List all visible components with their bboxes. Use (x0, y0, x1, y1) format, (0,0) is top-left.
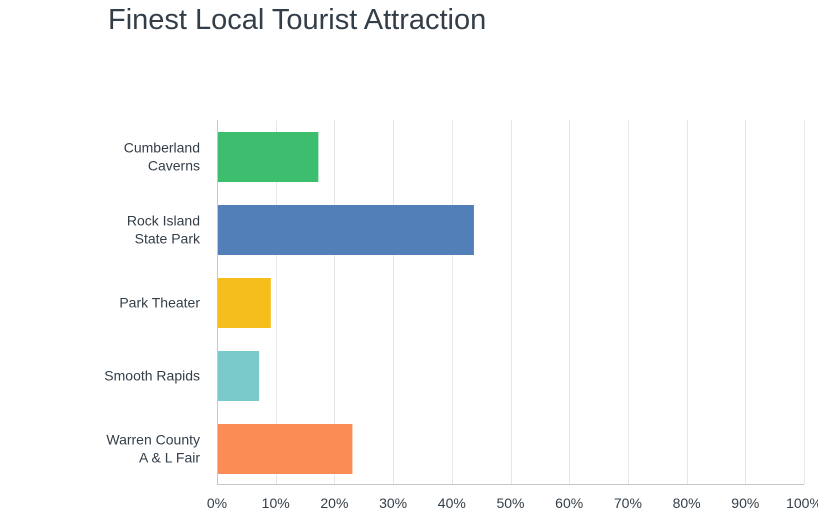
category-label-2-0: Park Theater (119, 295, 200, 311)
category-label-4-1: A & L Fair (139, 450, 200, 466)
bar-0 (218, 132, 319, 182)
x-tick-label-10: 10% (262, 495, 290, 511)
x-tick-label-50: 50% (496, 495, 524, 511)
bar-3 (218, 351, 260, 401)
category-label-1-1: State Park (135, 231, 201, 247)
chart-title: Finest Local Tourist Attraction (108, 4, 487, 36)
x-tick-label-30: 30% (379, 495, 407, 511)
x-tick-label-60: 60% (555, 495, 583, 511)
x-tick-label-80: 80% (673, 495, 701, 511)
category-label-4-0: Warren County (106, 432, 200, 448)
bar-2 (218, 278, 271, 328)
category-label-3-0: Smooth Rapids (104, 368, 200, 384)
x-tick-label-70: 70% (614, 495, 642, 511)
bar-1 (218, 205, 474, 255)
x-tick-label-90: 90% (731, 495, 759, 511)
category-label-0-1: Caverns (148, 158, 200, 174)
x-tick-label-40: 40% (438, 495, 466, 511)
x-tick-label-0: 0% (207, 495, 227, 511)
x-tick-label-100: 100% (786, 495, 818, 511)
gridlines (276, 120, 805, 484)
category-labels: Cumberland Caverns Rock Island State Park Pa… (104, 140, 201, 466)
category-label-0-0: Cumberland (124, 140, 200, 156)
x-tick-label-20: 20% (320, 495, 348, 511)
tick-labels: 0% 10% 20% 30% 40% 50% 60% 70% 80% 90% 100% (207, 495, 818, 511)
bar-4 (218, 424, 353, 474)
category-label-1-0: Rock Island (127, 213, 200, 229)
bars (218, 132, 474, 474)
axes (217, 120, 804, 485)
